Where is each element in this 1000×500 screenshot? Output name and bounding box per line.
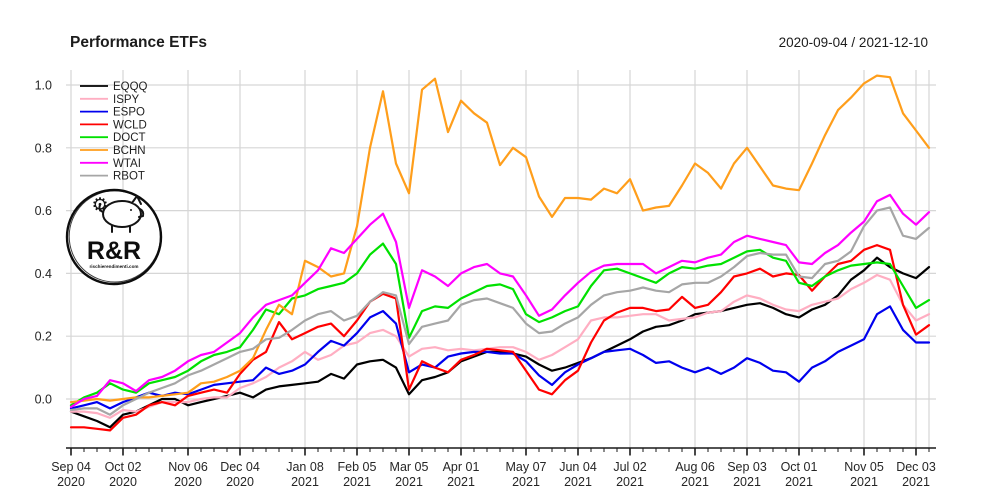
- x-tick-label-date: Nov 06: [168, 460, 208, 474]
- series-line-EQQQ: [69, 256, 931, 429]
- legend-label: BCHN: [113, 145, 146, 157]
- series-line-WTAI: [69, 193, 931, 408]
- x-tick-label-date: Mar 05: [390, 460, 429, 474]
- legend-label: WTAI: [113, 158, 141, 170]
- series-line-WCLD: [69, 244, 931, 432]
- x-tick-label-year: 2020: [226, 475, 254, 489]
- series-line-ESPO: [69, 305, 931, 410]
- series-line-DOCT: [69, 242, 931, 407]
- x-tick-label-date: Jan 08: [286, 460, 324, 474]
- x-tick-label-year: 2021: [512, 475, 540, 489]
- y-tick-label: 0.4: [35, 267, 52, 281]
- x-tick-label-date: Oct 01: [781, 460, 818, 474]
- x-tick-label-year: 2021: [343, 475, 371, 489]
- x-tick-label-year: 2021: [733, 475, 761, 489]
- legend-item-WCLD: WCLD: [80, 119, 147, 131]
- legend-label: DOCT: [113, 132, 146, 144]
- x-tick-label-year: 2021: [447, 475, 475, 489]
- legend-item-ESPO: ESPO: [80, 107, 145, 119]
- x-tick-label-date: Dec 04: [220, 460, 260, 474]
- x-tick-label-date: Sep 03: [727, 460, 767, 474]
- logo-text: R&R: [87, 237, 141, 265]
- x-tick-label-year: 2021: [616, 475, 644, 489]
- logo-subtext: rischierendimenti.com: [89, 264, 138, 269]
- x-tick-label-date: Feb 05: [338, 460, 377, 474]
- legend-label: RBOT: [113, 171, 145, 183]
- legend-label: ISPY: [113, 94, 140, 106]
- legend-label: ESPO: [113, 107, 145, 119]
- x-tick-label-year: 2020: [109, 475, 137, 489]
- series-line-ISPY: [69, 273, 931, 419]
- legend-item-EQQQ: EQQQ: [80, 81, 148, 93]
- series-line-BCHN: [69, 74, 931, 404]
- x-tick-label-date: Sep 04: [51, 460, 91, 474]
- y-tick-label: 0.6: [35, 204, 52, 218]
- legend-label: EQQQ: [113, 81, 148, 93]
- y-tick-label: 1.0: [35, 79, 52, 93]
- series-line-RBOT: [69, 206, 931, 416]
- date-range-label: 2020-09-04 / 2021-12-10: [778, 35, 928, 50]
- x-tick-label-date: Dec 03: [896, 460, 936, 474]
- x-tick-label-year: 2021: [291, 475, 319, 489]
- legend-item-BCHN: BCHN: [80, 145, 146, 157]
- x-tick-label-year: 2020: [174, 475, 202, 489]
- x-tick-label-date: Oct 02: [105, 460, 142, 474]
- y-tick-label: 0.0: [35, 393, 52, 407]
- y-tick-label: 0.2: [35, 330, 52, 344]
- legend-item-WTAI: WTAI: [80, 158, 141, 170]
- x-tick-label-year: 2021: [681, 475, 709, 489]
- x-tick-label-date: May 07: [506, 460, 547, 474]
- x-tick-label-date: Nov 05: [844, 460, 884, 474]
- gridlines: 0.0 0.2 0.4 0.6 0.8 1.0: [35, 70, 936, 448]
- x-tick-label-year: 2020: [57, 475, 85, 489]
- x-tick-label-year: 2021: [395, 475, 423, 489]
- x-tick-label-date: Aug 06: [675, 460, 715, 474]
- legend-item-RBOT: RBOT: [80, 171, 145, 183]
- legend-label: WCLD: [113, 119, 147, 131]
- x-tick-label-year: 2021: [850, 475, 878, 489]
- y-tick-label: 0.8: [35, 141, 52, 155]
- series-lines: [69, 74, 931, 432]
- x-tick-label-date: Jul 02: [613, 460, 646, 474]
- x-tick-label-date: Apr 01: [443, 460, 480, 474]
- legend-item-DOCT: DOCT: [80, 132, 146, 144]
- x-tick-label-year: 2021: [564, 475, 592, 489]
- legend-item-ISPY: ISPY: [80, 94, 140, 106]
- piggy-bank-icon: [98, 195, 145, 233]
- logo-rr: ⚙ R&R rischierendimenti.com: [65, 188, 163, 286]
- x-tick-label-year: 2021: [902, 475, 930, 489]
- x-tick-label-date: Jun 04: [559, 460, 597, 474]
- x-tick-label-year: 2021: [785, 475, 813, 489]
- chart-title: Performance ETFs: [70, 34, 207, 51]
